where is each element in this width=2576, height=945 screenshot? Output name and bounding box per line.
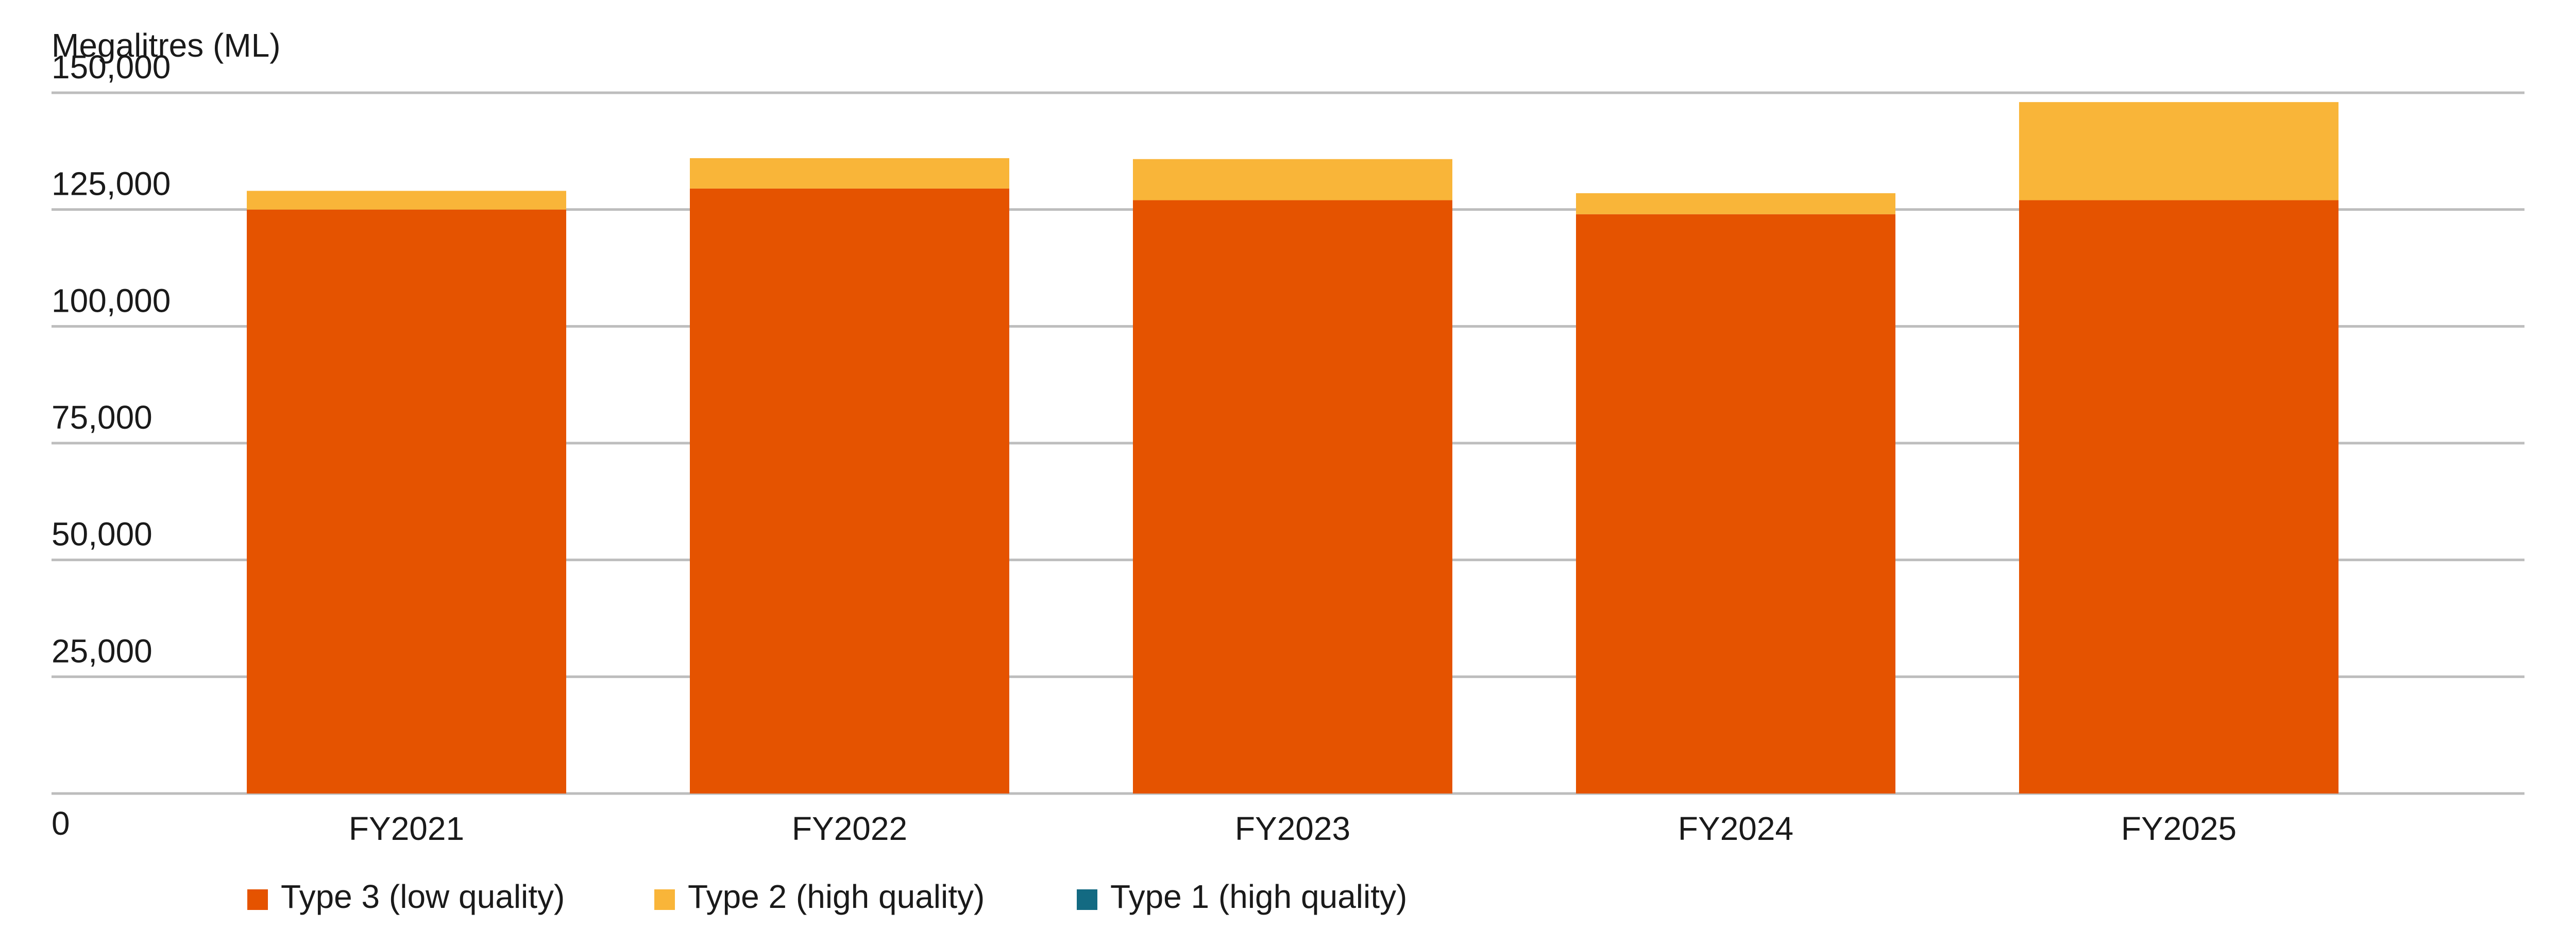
x-tick-label: FY2023	[1235, 810, 1350, 847]
legend-swatch	[654, 889, 675, 910]
y-tick-label: 75,000	[52, 399, 152, 436]
x-tick-label: FY2021	[349, 810, 464, 847]
legend-label: Type 2 (high quality)	[688, 878, 985, 915]
x-tick-label: FY2024	[1678, 810, 1793, 847]
y-axis-ticks: 0 25,000 50,000 75,000 100,000 125,000 150,000	[52, 48, 171, 842]
y-tick-label: 25,000	[52, 632, 152, 669]
y-tick-label: 50,000	[52, 516, 152, 553]
legend-swatch	[1077, 889, 1097, 910]
bar-segment	[1576, 193, 1895, 214]
bar-segment	[1133, 200, 1452, 794]
legend: Type 3 (low quality) Type 2 (high quality…	[247, 878, 1407, 915]
y-tick-label: 0	[52, 805, 70, 842]
bar-segment	[2019, 200, 2338, 794]
bar-segment	[247, 191, 566, 210]
x-tick-label: FY2022	[792, 810, 907, 847]
y-axis-title: Megalitres (ML)	[52, 27, 281, 64]
y-tick-label: 125,000	[52, 165, 171, 202]
legend-label: Type 1 (high quality)	[1110, 878, 1407, 915]
y-tick-label: 150,000	[52, 48, 171, 86]
bar-segment	[2019, 102, 2338, 200]
bar-segment	[690, 158, 1009, 189]
bar-segment	[1576, 214, 1895, 794]
x-tick-label: FY2025	[2121, 810, 2236, 847]
bar-segment	[247, 209, 566, 794]
bar-segment	[690, 188, 1009, 794]
bars	[247, 102, 2338, 794]
legend-label: Type 3 (low quality)	[281, 878, 565, 915]
bar-segment	[1133, 159, 1452, 200]
legend-swatch	[247, 889, 268, 910]
x-axis-ticks: FY2021 FY2022 FY2023 FY2024 FY2025	[349, 810, 2236, 847]
y-tick-label: 100,000	[52, 282, 171, 319]
